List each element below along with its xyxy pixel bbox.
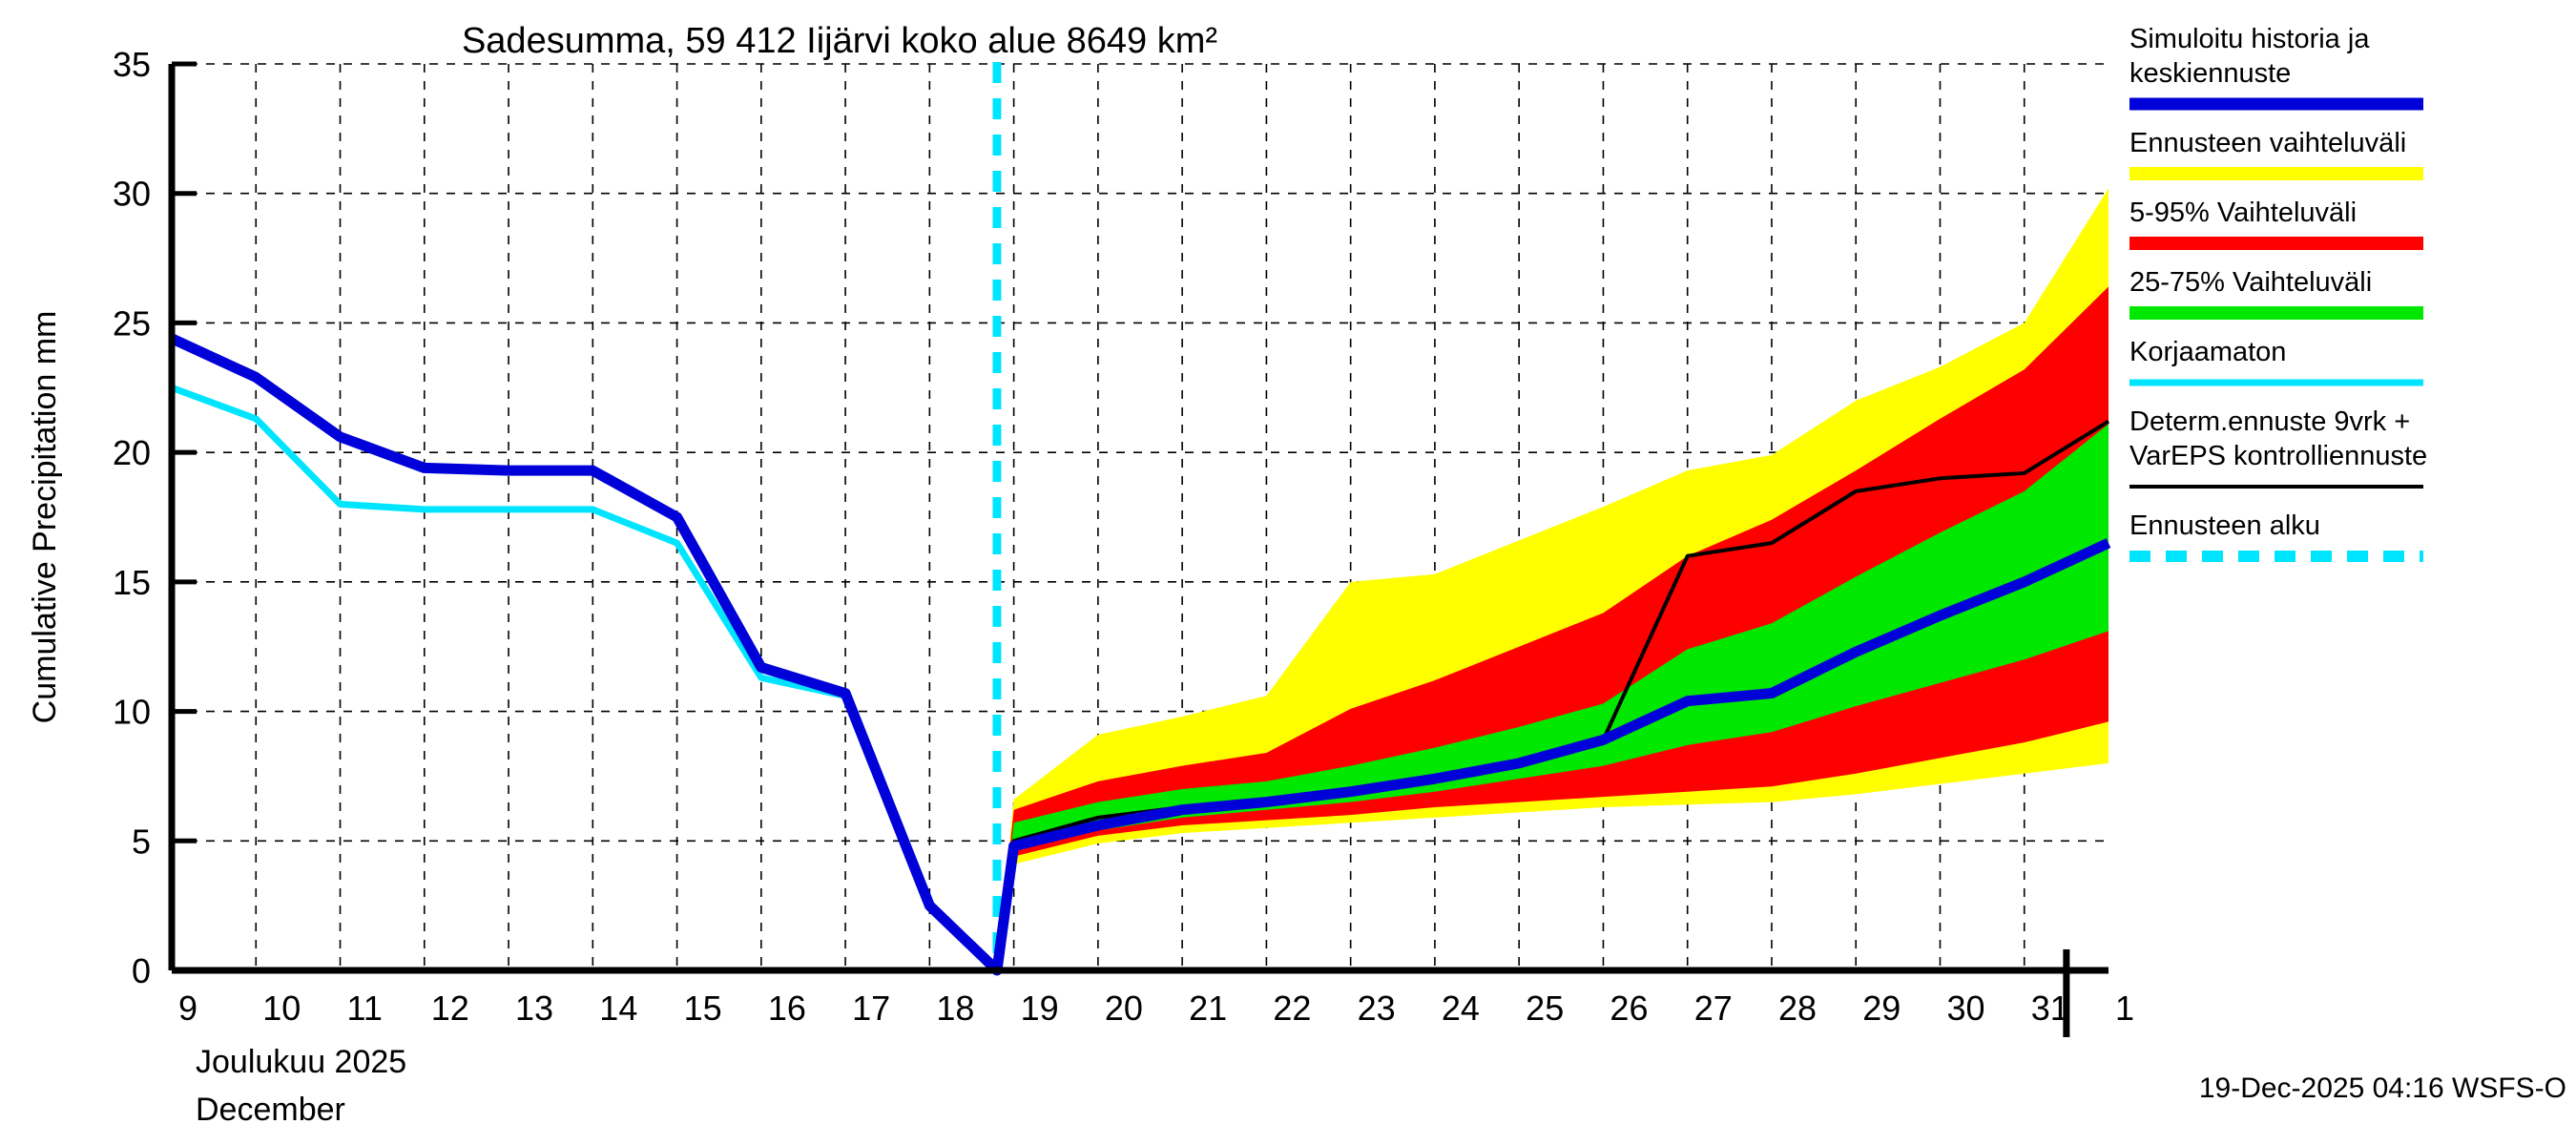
legend-label: 5-95% Vaihteluväli [2129, 198, 2357, 228]
x-tick-label: 16 [768, 989, 806, 1028]
y-tick-label: 5 [132, 822, 151, 861]
footer-timestamp: 19-Dec-2025 04:16 WSFS-O [2199, 1072, 2566, 1104]
forecast-bands [996, 188, 2109, 971]
y-tick-label: 10 [113, 693, 151, 732]
band-00e800 [996, 424, 2109, 970]
y-tick-label: 20 [113, 433, 151, 472]
x-tick-label: 31 [2031, 989, 2069, 1028]
x-tick-label: 11 [347, 989, 383, 1028]
x-tick-label: 30 [1946, 989, 1984, 1028]
page-title: Sadesumma, 59 412 Iijärvi koko alue 8649… [462, 21, 1217, 61]
y-tick-label: 25 [113, 303, 151, 343]
x-tick-label: 21 [1189, 989, 1227, 1028]
legend-label: Ennusteen vaihteluväli [2129, 128, 2406, 158]
legend-label: Korjaamaton [2129, 337, 2286, 367]
x-tick-label: 20 [1105, 989, 1143, 1028]
y-tick-label: 15 [113, 563, 151, 602]
x-tick-label: 23 [1358, 989, 1396, 1028]
chart-legend [2129, 97, 2423, 562]
x-tick-label: 15 [684, 989, 722, 1028]
x-tick-label: 14 [599, 989, 637, 1028]
x-axis-month-en: December [196, 1092, 345, 1128]
x-tick-label: 1 [2115, 989, 2134, 1028]
legend-label: Determ.ennuste 9vrk + [2129, 406, 2410, 437]
legend-label: 25-75% Vaihteluväli [2129, 267, 2372, 298]
y-tick-label: 0 [132, 951, 151, 990]
x-tick-label: 24 [1442, 989, 1480, 1028]
series-line [169, 333, 2111, 976]
x-tick-label: 27 [1694, 989, 1733, 1028]
x-tick-label: 28 [1778, 989, 1817, 1028]
x-tick-label: 26 [1610, 989, 1648, 1028]
y-tick-label: 35 [113, 45, 151, 84]
legend-label: Ennusteen alku [2129, 510, 2320, 541]
legend-label: Simuloitu historia ja [2129, 24, 2370, 54]
x-tick-label: 12 [431, 989, 469, 1028]
x-tick-label: 25 [1526, 989, 1564, 1028]
x-axis-month-fi: Joulukuu 2025 [196, 1044, 406, 1080]
y-axis-label: Cumulative Precipitation mm [27, 311, 63, 724]
axes [168, 61, 2109, 1037]
x-tick-label: 17 [852, 989, 890, 1028]
x-tick-label: 9 [178, 989, 197, 1028]
x-tick-label: 13 [515, 989, 553, 1028]
y-tick-label: 30 [113, 175, 151, 214]
series-lines [169, 333, 2111, 976]
x-tick-label: 19 [1021, 989, 1059, 1028]
x-tick-label: 18 [936, 989, 974, 1028]
legend-label: keskiennuste [2129, 58, 2291, 89]
x-tick-label: 22 [1273, 989, 1311, 1028]
legend-label: VarEPS kontrolliennuste [2129, 441, 2427, 471]
x-tick-label: 10 [262, 989, 301, 1028]
x-tick-label: 29 [1862, 989, 1901, 1028]
